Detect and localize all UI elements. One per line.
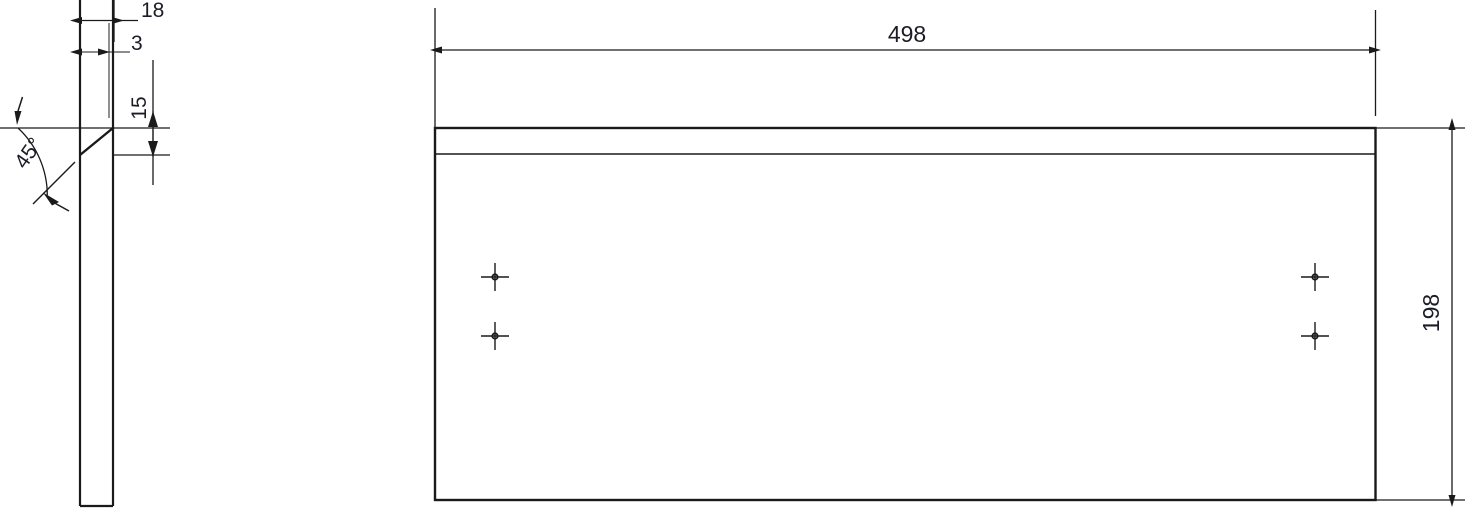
svg-text:498: 498 — [888, 21, 926, 47]
svg-text:3: 3 — [131, 32, 143, 55]
svg-text:15: 15 — [128, 96, 151, 119]
svg-text:18: 18 — [141, 0, 164, 22]
svg-text:198: 198 — [1418, 294, 1444, 332]
svg-text:45°: 45° — [10, 134, 47, 173]
